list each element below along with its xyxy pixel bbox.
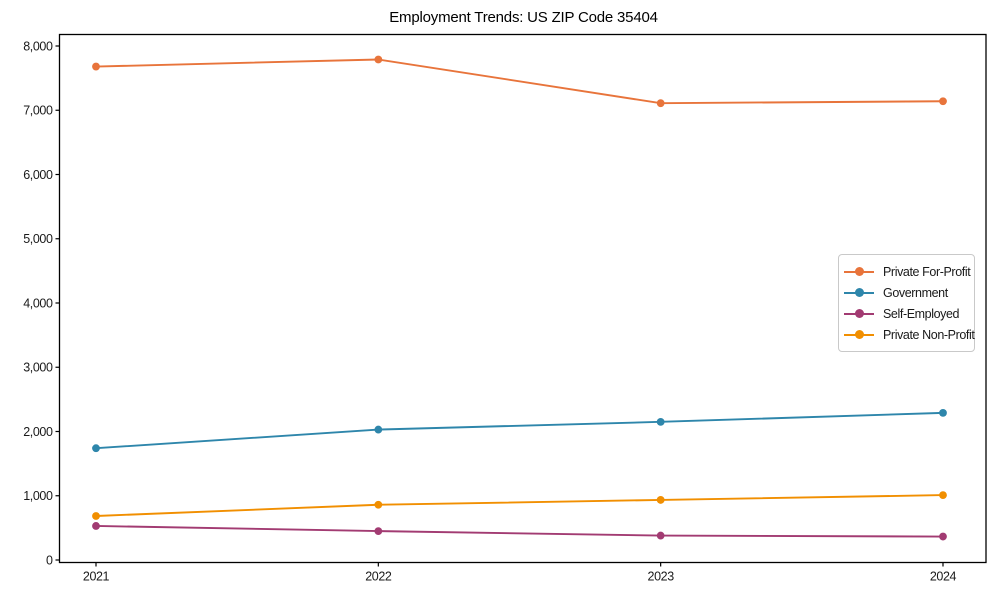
y-tick-label: 6,000 xyxy=(23,168,53,182)
legend-item-self-employed: Self-Employed xyxy=(844,303,966,324)
marker-government-2022 xyxy=(374,425,383,434)
marker-private-for-profit-2024 xyxy=(939,97,947,106)
y-tick-label: 0 xyxy=(46,553,53,567)
chart-legend: Private For-Profit Government Self-Employe… xyxy=(838,254,975,352)
y-tick-label: 5,000 xyxy=(23,232,53,246)
x-tick-label: 2023 xyxy=(648,570,675,584)
marker-self-employed-2024 xyxy=(939,532,947,541)
legend-label: Self-Employed xyxy=(883,306,960,321)
series-line-government xyxy=(95,411,944,450)
marker-private-non-profit-2022 xyxy=(374,500,383,509)
legend-line-marker-icon xyxy=(844,329,874,340)
marker-self-employed-2022 xyxy=(374,527,383,535)
marker-private-for-profit-2023 xyxy=(656,99,665,108)
marker-self-employed-2023 xyxy=(656,531,665,540)
series-line-private-for-profit xyxy=(95,58,944,105)
legend-item-government: Government xyxy=(844,282,966,303)
y-tick-label: 4,000 xyxy=(23,296,53,310)
marker-private-for-profit-2021 xyxy=(92,62,100,71)
marker-government-2024 xyxy=(939,408,947,417)
x-tick-label: 2021 xyxy=(83,570,110,584)
y-tick-label: 7,000 xyxy=(23,104,53,118)
marker-self-employed-2021 xyxy=(92,522,100,530)
legend-line-marker-icon xyxy=(844,287,874,298)
plot-border xyxy=(58,33,987,564)
marker-private-non-profit-2023 xyxy=(656,496,665,504)
legend-label: Private Non-Profit xyxy=(883,327,975,342)
x-tick-label: 2022 xyxy=(365,570,392,584)
marker-private-non-profit-2021 xyxy=(92,512,100,520)
y-tick-label: 8,000 xyxy=(23,39,53,53)
legend-item-private-non-profit: Private Non-Profit xyxy=(844,324,975,345)
x-tick-label: 2024 xyxy=(930,570,957,584)
marker-private-for-profit-2022 xyxy=(374,55,383,64)
legend-label: Government xyxy=(883,285,948,300)
marker-private-non-profit-2024 xyxy=(939,491,947,500)
y-tick-label: 2,000 xyxy=(23,425,53,439)
series-line-self-employed xyxy=(95,524,944,538)
series-line-private-non-profit xyxy=(95,494,944,517)
legend-line-marker-icon xyxy=(844,308,874,319)
marker-government-2021 xyxy=(92,444,100,453)
legend-line-marker-icon xyxy=(844,266,874,277)
chart-title: Employment Trends: US ZIP Code 35404 xyxy=(389,9,658,26)
legend-label: Private For-Profit xyxy=(883,264,971,279)
y-tick-label: 3,000 xyxy=(23,361,53,375)
legend-item-private-for-profit: Private For-Profit xyxy=(844,261,971,282)
marker-government-2023 xyxy=(656,417,665,426)
y-tick-label: 1,000 xyxy=(23,489,53,503)
